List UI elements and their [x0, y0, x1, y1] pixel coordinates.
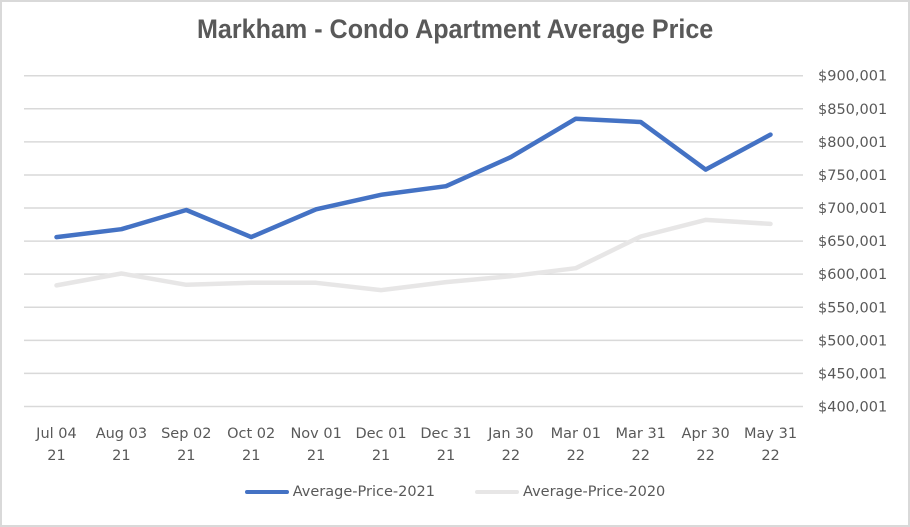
y-tick-label: $600,001 — [818, 267, 887, 283]
x-tick-label-year: 21 — [112, 448, 130, 464]
x-tick-label-year: 22 — [761, 448, 779, 464]
x-tick-label-year: 22 — [567, 448, 585, 464]
y-tick-label: $800,001 — [818, 135, 887, 151]
y-tick-label: $700,001 — [818, 201, 887, 217]
x-tick-label: Dec 31 — [420, 426, 471, 442]
x-tick-label-year: 21 — [47, 448, 65, 464]
x-tick-label: May 31 — [744, 426, 797, 442]
x-tick-label: Jul 04 — [35, 426, 77, 442]
x-tick-label: Mar 31 — [615, 426, 665, 442]
x-tick-label: Apr 30 — [682, 426, 730, 442]
series-lines — [54, 116, 773, 293]
series-line-average-price-2020[interactable] — [54, 217, 773, 293]
y-tick-label: $400,001 — [818, 400, 887, 416]
x-tick-label: Aug 03 — [96, 426, 147, 442]
x-tick-label: Jan 30 — [487, 426, 533, 442]
legend-item-2021[interactable]: Average-Price-2021 — [244, 484, 435, 500]
y-tick-label: $750,001 — [818, 168, 887, 184]
y-tick-label: $850,001 — [818, 102, 887, 118]
legend-label-2021: Average-Price-2021 — [292, 484, 435, 500]
y-axis-tick-labels: $400,001 $450,001 $500,001 $550,001 $600,001… — [818, 69, 887, 416]
gridlines — [24, 74, 803, 408]
x-tick-label-year: 21 — [372, 448, 390, 464]
y-tick-label: $650,001 — [818, 234, 887, 250]
series-line-average-price-2021[interactable] — [54, 116, 773, 240]
x-tick-label-year: 21 — [307, 448, 325, 464]
x-tick-label-year: 21 — [242, 448, 260, 464]
y-tick-label: $550,001 — [818, 300, 887, 316]
legend-swatch-2021 — [244, 490, 289, 494]
legend-item-2020[interactable]: Average-Price-2020 — [475, 484, 665, 500]
x-tick-label-year: 21 — [177, 448, 195, 464]
chart-title: Markham - Condo Apartment Average Price — [196, 14, 714, 44]
x-tick-label-year: 22 — [696, 448, 714, 464]
y-tick-label: $900,001 — [818, 69, 887, 85]
legend: Average-Price-2021 Average-Price-2020 — [0, 484, 910, 500]
x-tick-label: Mar 01 — [551, 426, 601, 442]
x-axis-tick-labels: Jul 04 21 Aug 03 21 Sep 02 21 Oct 02 21 Nov 01 21… — [35, 426, 797, 464]
x-tick-label-year: 22 — [502, 448, 520, 464]
x-tick-label: Oct 02 — [227, 426, 275, 442]
y-tick-label: $500,001 — [818, 333, 887, 349]
x-tick-label-year: 21 — [437, 448, 455, 464]
y-tick-label: $450,001 — [818, 366, 887, 382]
x-tick-label: Nov 01 — [290, 426, 341, 442]
legend-swatch-2020 — [475, 490, 519, 494]
legend-label-2020: Average-Price-2020 — [523, 484, 666, 500]
x-tick-label: Sep 02 — [161, 426, 211, 442]
x-tick-label-year: 22 — [631, 448, 649, 464]
x-tick-label: Dec 01 — [355, 426, 406, 442]
